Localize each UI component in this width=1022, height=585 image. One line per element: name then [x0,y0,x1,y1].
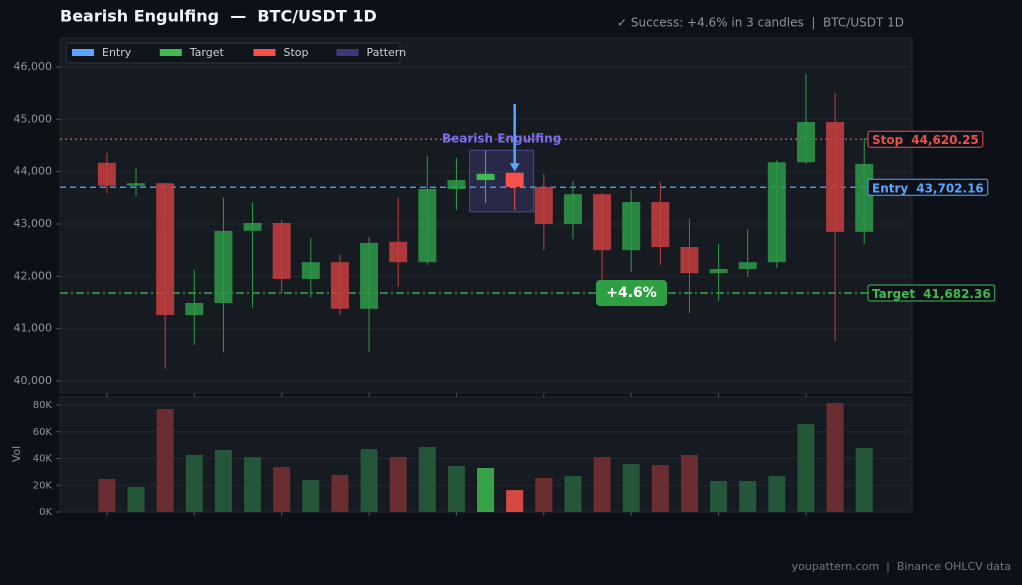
candle-body [622,202,641,251]
candle-body [563,194,582,225]
candle-body [680,247,699,274]
volume-bar [214,449,232,512]
volume-bar [360,449,378,512]
y-tick-label: 0K [39,507,52,518]
legend-label: Entry [102,46,132,59]
candle-body [826,121,845,232]
volume-bar [331,474,349,512]
y-tick-label: 42,000 [14,269,53,282]
legend-box [65,42,401,64]
legend-label: Target [189,46,225,59]
result-label: +4.6% [606,285,657,301]
candle-body [185,303,204,316]
y-tick-label: 43,000 [14,217,53,230]
candle-body [243,222,262,231]
candle-body [709,268,728,274]
candle-body [855,163,874,232]
volume-bar [506,490,524,512]
candle-body [447,180,466,189]
candle-body [389,241,408,263]
volume-bar [156,409,174,512]
pattern-label: Bearish Engulfing [442,132,561,146]
candle-body [651,202,670,248]
legend: Entry Target Stop Pattern [65,42,407,64]
footer: youpattern.com | Binance OHLCV data [792,560,1011,573]
candle-body [418,188,437,263]
level-label: Entry 43,702.16 [872,181,984,195]
candle-body [97,162,116,186]
volume-bar [710,480,728,512]
y-tick-label: 80K [33,400,53,411]
candle-body [796,121,815,163]
y-tick-label: 40,000 [14,374,53,387]
level-label-box [867,130,984,148]
volume-bar [418,447,436,512]
volume-bar [127,486,145,512]
level-value: 44,620.25 [911,133,979,147]
volume-bar [651,465,669,512]
legend-swatch [72,49,94,56]
volume-bar [855,447,873,512]
candle-body [593,194,612,251]
y-tick-label: 44,000 [14,165,53,178]
legend-swatch [159,49,182,56]
candle-body [534,186,553,225]
y-tick-label: 60K [33,427,53,438]
volume-bar [447,466,465,512]
candle-body [301,262,320,279]
legend-label: Stop [283,46,308,59]
legend-swatch [253,49,276,56]
legend-label: Pattern [367,46,407,59]
volume-bar [739,480,757,512]
y-tick-label: 20K [33,480,53,491]
level-name: Stop [872,133,904,147]
level-label-box [867,178,989,196]
candle-body [156,183,175,316]
title: Bearish Engulfing — BTC/USDT 1D [60,7,377,26]
y-tick-label: 41,000 [14,322,53,335]
volume-bar [564,476,582,512]
level-label: Stop 44,620.25 [872,133,979,147]
volume-bar [185,455,203,512]
y-tick-label: 40K [33,454,53,465]
candle-body [738,262,757,269]
level-value: 43,702.16 [916,181,984,195]
candle-body [767,162,786,263]
candle-body [476,173,495,181]
status: ✓ Success: +4.6% in 3 candles | BTC/USDT… [617,16,904,30]
volume-bar [797,424,815,512]
y-tick-label: 45,000 [14,112,53,125]
result-badge [596,279,667,306]
volume-bar [98,478,116,512]
volume-bar [477,468,495,512]
pattern-box [469,149,535,213]
volume-bar [302,480,320,512]
volume-bar [244,457,262,512]
y-tick-label: 46,000 [14,60,53,73]
volume-bar [273,467,291,512]
level-label: Target 41,682.36 [872,286,991,300]
volume-bar [622,463,640,512]
level-name: Entry [872,181,908,195]
volume-label: Vol [10,446,23,462]
candle-body [505,172,524,187]
volume-bar [535,478,553,512]
volume-bar [768,476,786,512]
volume-bar [680,455,698,512]
level-name: Target [872,286,915,300]
level-label-box [867,284,996,302]
candle-body [214,230,233,304]
volume-bar [389,457,407,512]
level-value: 41,682.36 [923,286,991,300]
candle-body [127,183,146,186]
legend-swatch [336,49,359,56]
candle-body [360,242,379,309]
pattern-arrowhead [509,163,520,172]
candle-body [272,222,291,279]
volume-bar [593,457,611,512]
volume-bar [826,403,844,512]
candle-body [330,262,349,309]
